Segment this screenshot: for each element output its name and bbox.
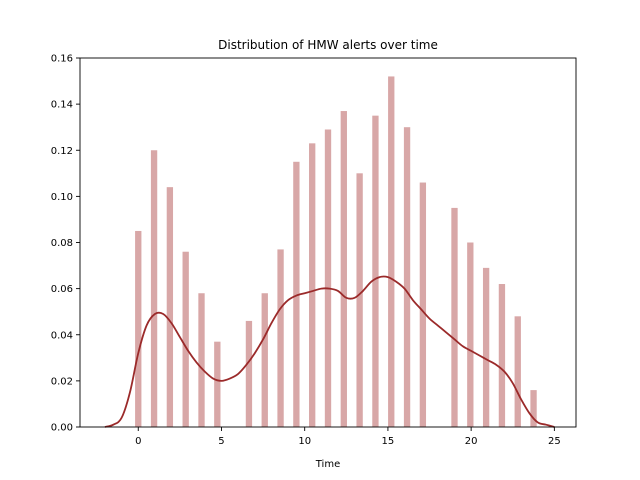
y-tick-label: 0.10 <box>51 192 73 203</box>
axes-layer: 0 5 10 15 20 25 0.00 0.02 0.04 0.06 0.08 0.10 0.12 0.… <box>51 54 577 447</box>
bar <box>340 111 347 427</box>
y-tick-label: 0.16 <box>51 54 73 65</box>
kde-line <box>104 275 555 428</box>
y-tick-label: 0.00 <box>51 423 73 434</box>
bars-layer <box>135 76 537 428</box>
y-tick-label: 0.08 <box>51 238 73 249</box>
x-tick-label: 15 <box>382 436 395 447</box>
y-tick-label: 0.02 <box>51 376 73 387</box>
bar <box>324 129 332 427</box>
bar <box>150 150 158 427</box>
bar <box>198 293 205 427</box>
bar <box>135 230 142 427</box>
bar <box>419 182 427 427</box>
bar <box>530 390 537 427</box>
y-tick-label: 0.12 <box>51 146 73 157</box>
bar <box>498 284 506 427</box>
x-tick-label: 5 <box>218 436 224 447</box>
bar <box>261 293 268 427</box>
bar <box>245 320 253 427</box>
y-tick-label: 0.14 <box>51 100 73 111</box>
bar <box>277 249 284 427</box>
bar <box>166 187 174 427</box>
bar <box>309 143 316 428</box>
chart-title: Distribution of HMW alerts over time <box>218 38 438 52</box>
bar <box>467 242 474 427</box>
x-axis-label: Time <box>315 459 340 470</box>
bar <box>293 161 300 427</box>
bar <box>214 341 221 427</box>
bar <box>451 207 458 427</box>
bar <box>403 127 411 427</box>
x-tick-label: 0 <box>135 436 141 447</box>
x-tick-label: 10 <box>298 436 311 447</box>
bar <box>356 173 363 427</box>
bar <box>514 316 521 427</box>
bar <box>372 115 379 427</box>
bar <box>388 76 395 427</box>
kde-layer <box>104 275 555 428</box>
bar <box>182 251 189 427</box>
bar <box>482 267 490 427</box>
x-tick-label: 25 <box>548 436 561 447</box>
y-tick-label: 0.06 <box>51 284 73 295</box>
x-tick-label: 20 <box>465 436 478 447</box>
y-tick-label: 0.04 <box>51 330 73 341</box>
